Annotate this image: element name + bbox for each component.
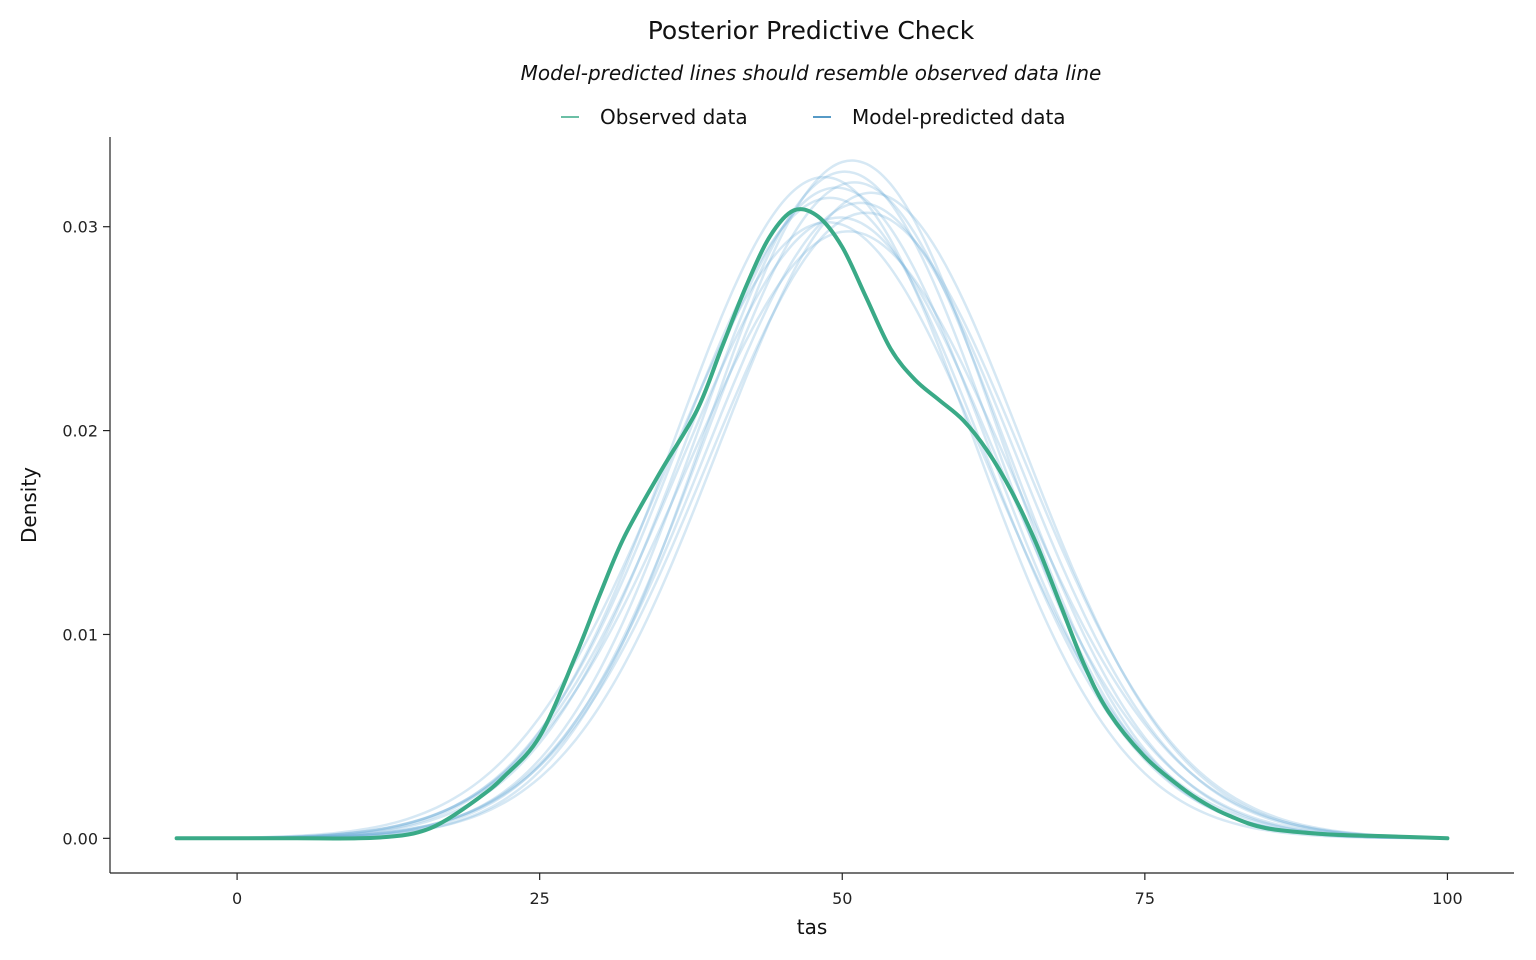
- x-tick-label: 75: [1135, 889, 1155, 908]
- y-axis-label: Density: [17, 467, 41, 543]
- legend: Observed data Model-predicted data: [561, 105, 1066, 129]
- legend-label-predicted: Model-predicted data: [852, 105, 1066, 129]
- predicted-density-line: [176, 201, 1448, 840]
- x-axis-label: tas: [797, 915, 828, 939]
- predicted-density-line: [176, 181, 1448, 840]
- x-tick-label: 0: [232, 889, 242, 908]
- predicted-density-line: [176, 230, 1448, 840]
- predicted-density-line: [176, 175, 1448, 840]
- y-ticks: 0.00 0.01 0.02 0.03: [62, 218, 110, 848]
- chart-subtitle: Model-predicted lines should resemble ob…: [521, 61, 1102, 85]
- y-tick-label: 0.00: [62, 829, 98, 848]
- legend-label-observed: Observed data: [600, 105, 748, 129]
- predicted-density-line: [176, 186, 1448, 840]
- y-tick-label: 0.02: [62, 422, 98, 441]
- observed-density-line: [174, 207, 1450, 841]
- predicted-density-line: [176, 196, 1448, 840]
- x-tick-label: 25: [529, 889, 549, 908]
- predicted-density-line: [176, 191, 1448, 840]
- predicted-density-line: [176, 170, 1448, 840]
- chart-title: Posterior Predictive Check: [648, 16, 975, 45]
- predicted-density-line: [176, 216, 1448, 840]
- predicted-density-line: [176, 220, 1448, 840]
- predicted-lines: [176, 159, 1448, 840]
- x-tick-label: 50: [832, 889, 852, 908]
- predicted-density-line: [176, 211, 1448, 840]
- x-ticks: 0 25 50 75 100: [232, 873, 1463, 908]
- x-tick-label: 100: [1432, 889, 1463, 908]
- predicted-density-line: [176, 159, 1448, 840]
- y-tick-label: 0.03: [62, 218, 98, 237]
- y-tick-label: 0.01: [62, 625, 98, 644]
